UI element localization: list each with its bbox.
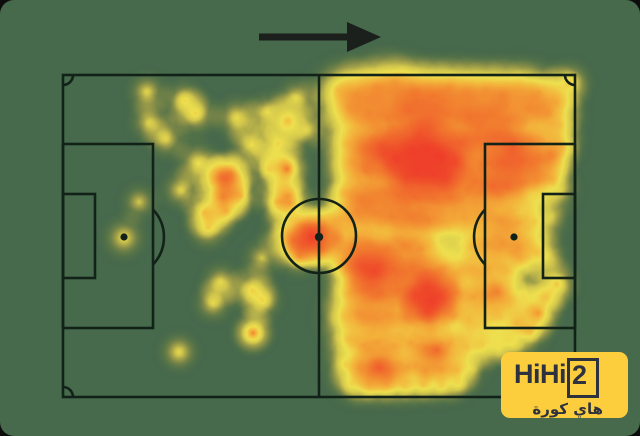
right-goal-area xyxy=(541,192,577,280)
centre-circle xyxy=(280,197,358,275)
brand-number-text: 2 xyxy=(572,360,587,390)
brand-arabic-name: هاي كورة xyxy=(532,400,603,418)
right-penalty-spot xyxy=(510,233,518,241)
left-penalty-spot xyxy=(120,233,128,241)
corner-arc-top-left xyxy=(62,74,75,87)
watermark-badge: HiHi 2 هاي كورة xyxy=(501,352,628,418)
corner-arc-top-right xyxy=(563,74,576,87)
left-penalty-area xyxy=(61,142,155,330)
left-penalty-arc xyxy=(152,208,166,266)
right-penalty-arc xyxy=(472,208,486,266)
brand-number-box: 2 xyxy=(567,358,599,398)
corner-arc-bottom-left xyxy=(62,385,75,398)
left-goal-area xyxy=(61,192,97,280)
centre-spot xyxy=(314,232,324,242)
brand-wordmark: HiHi 2 xyxy=(514,358,616,398)
right-penalty-area xyxy=(483,142,577,330)
brand-name-text: HiHi xyxy=(514,359,567,389)
